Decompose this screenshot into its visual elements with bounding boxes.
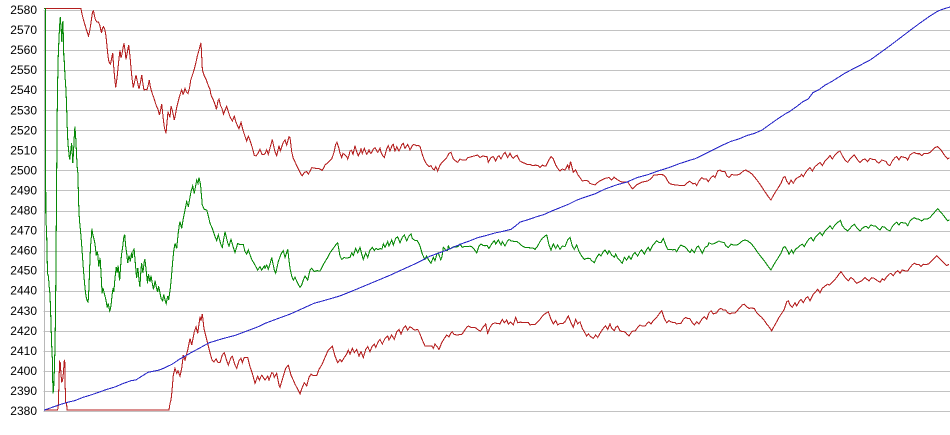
y-axis-label: 2450 xyxy=(10,264,37,278)
y-axis-label: 2530 xyxy=(10,103,37,117)
series-upper-red-line xyxy=(44,8,950,201)
y-axis-label: 2410 xyxy=(10,344,37,358)
y-axis-labels: 2580 2570 2560 2550 2540 2530 2520 2510 2500 2490… xyxy=(10,3,37,418)
y-axis-label: 2380 xyxy=(10,404,37,418)
y-axis-label: 2470 xyxy=(10,224,37,238)
y-axis-label: 2520 xyxy=(10,123,37,137)
y-axis-label: 2580 xyxy=(10,3,37,17)
y-axis-label: 2460 xyxy=(10,244,37,258)
y-axis-label: 2490 xyxy=(10,183,37,197)
y-axis-label: 2570 xyxy=(10,23,37,37)
y-axis-label: 2500 xyxy=(10,163,37,177)
y-axis-label: 2400 xyxy=(10,364,37,378)
chart-series xyxy=(43,6,950,411)
y-axis-label: 2550 xyxy=(10,63,37,77)
y-axis-label: 2420 xyxy=(10,324,37,338)
y-axis-label: 2440 xyxy=(10,284,37,298)
y-axis-label: 2560 xyxy=(10,43,37,57)
y-axis-label: 2510 xyxy=(10,143,37,157)
y-axis-label: 2540 xyxy=(10,83,37,97)
series-blue-trend-line xyxy=(43,6,950,411)
series-middle-green-line xyxy=(44,8,950,394)
y-axis-label: 2480 xyxy=(10,204,37,218)
series-lower-red-line xyxy=(44,254,950,411)
y-axis-label: 2390 xyxy=(10,384,37,398)
y-axis-label: 2430 xyxy=(10,304,37,318)
gridlines xyxy=(43,10,950,412)
